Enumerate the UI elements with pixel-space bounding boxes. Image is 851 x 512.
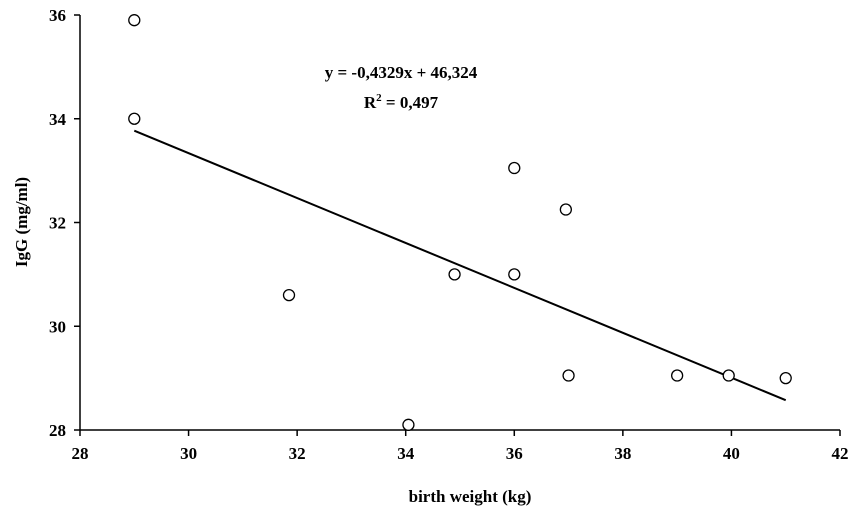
data-point (722, 369, 735, 382)
data-point (508, 268, 521, 281)
data-point (402, 418, 415, 431)
data-point (128, 112, 141, 125)
x-tick-label: 32 (289, 444, 306, 463)
r-squared-prefix: R (364, 93, 377, 112)
y-tick-label: 34 (49, 110, 67, 129)
y-axis-title: IgG (mg/ml) (12, 177, 31, 267)
data-point (779, 371, 792, 385)
x-axis-ticks: 28 30 32 34 36 38 40 42 (72, 430, 849, 463)
y-tick-label: 30 (49, 317, 66, 336)
x-tick-label: 30 (180, 444, 197, 463)
data-point (559, 203, 573, 216)
data-point (128, 14, 141, 27)
x-tick-label: 42 (832, 444, 849, 463)
y-tick-label: 36 (49, 6, 66, 25)
x-tick-label: 40 (723, 444, 740, 463)
regression-equation: y = -0,4329x + 46,324 (325, 63, 478, 82)
x-tick-label: 28 (72, 444, 89, 463)
data-point (562, 369, 575, 382)
x-tick-label: 36 (506, 444, 523, 463)
r-squared-value: = 0,497 (382, 93, 439, 112)
data-point (282, 288, 296, 302)
regression-trendline (133, 129, 787, 402)
r-squared-superscript: 2 (376, 92, 382, 104)
x-tick-label: 34 (397, 444, 415, 463)
y-axis-ticks: 28 30 32 34 36 (49, 6, 80, 440)
x-axis-title: birth weight (kg) (409, 487, 532, 506)
data-point (448, 268, 461, 281)
data-point (670, 369, 684, 382)
x-tick-label: 38 (614, 444, 631, 463)
r-squared-label: R2 = 0,497 (364, 92, 439, 112)
y-tick-label: 28 (49, 421, 66, 440)
data-point (508, 161, 521, 175)
y-tick-label: 32 (49, 214, 66, 233)
data-points (128, 14, 792, 431)
